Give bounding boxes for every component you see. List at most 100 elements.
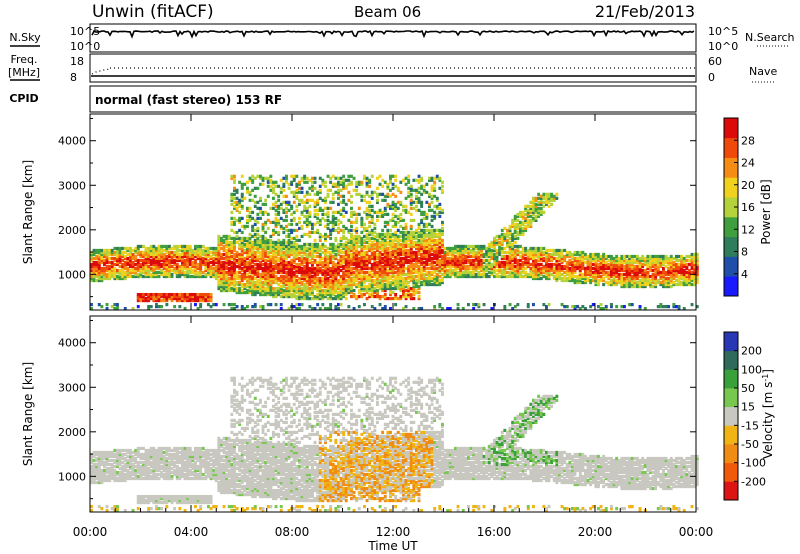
power-cell — [399, 276, 403, 281]
power-cell — [360, 254, 364, 259]
power-cell — [409, 184, 413, 188]
power-cell — [534, 264, 538, 269]
power-cell — [454, 254, 457, 259]
power-cell — [487, 266, 491, 271]
power-cell — [292, 288, 296, 293]
power-cell — [545, 272, 548, 277]
power-cell — [305, 262, 309, 267]
power-cell — [303, 252, 307, 257]
power-cell — [550, 266, 554, 271]
power-cell — [396, 274, 400, 279]
power-cell — [482, 274, 486, 279]
power-cell — [420, 176, 424, 180]
power-cell — [521, 214, 525, 218]
power-cell — [292, 264, 296, 269]
power-cell — [329, 270, 333, 275]
power-cell — [313, 248, 317, 253]
power-cell — [329, 282, 333, 287]
power-cell — [342, 246, 346, 251]
power-cell — [165, 292, 169, 297]
power-cell — [456, 307, 460, 311]
power-cell — [259, 292, 262, 297]
power-cell — [318, 252, 322, 257]
power-cell — [430, 246, 434, 251]
power-cell — [565, 260, 569, 265]
power-cell — [298, 190, 301, 194]
power-cell — [334, 296, 338, 301]
power-cell — [604, 262, 608, 267]
power-cell — [448, 272, 452, 277]
power-cell — [282, 276, 286, 281]
power-cell — [467, 302, 470, 307]
power-cell — [519, 232, 522, 237]
power-cell — [602, 262, 606, 267]
power-cell — [389, 206, 392, 210]
power-cell — [285, 256, 288, 261]
power-cell — [240, 276, 244, 281]
power-cell — [404, 266, 408, 271]
power-cell — [420, 256, 424, 261]
power-cell — [269, 290, 273, 295]
power-cell — [225, 266, 229, 271]
power-cell — [464, 246, 468, 251]
power-cell — [573, 256, 577, 261]
power-cell — [116, 260, 119, 265]
power-cell — [240, 186, 244, 190]
power-cell — [586, 270, 590, 275]
power-cell — [389, 264, 392, 269]
power-cell — [292, 260, 296, 265]
power-cell — [415, 280, 418, 285]
power-cell — [344, 280, 348, 285]
power-cell — [298, 252, 301, 257]
power-cell — [503, 264, 507, 269]
power-cell — [402, 294, 405, 299]
power-cell — [233, 220, 236, 225]
power-cell — [422, 238, 426, 243]
power-cell — [225, 270, 229, 275]
cpid-label: CPID — [9, 92, 38, 105]
power-cell — [292, 286, 296, 291]
power-cell — [337, 188, 340, 192]
power-cell — [602, 256, 606, 261]
power-cell — [214, 250, 218, 255]
power-cell — [248, 216, 252, 220]
power-cell — [493, 256, 496, 261]
power-cell — [305, 284, 309, 289]
power-cell — [116, 268, 119, 273]
power-cell — [578, 268, 582, 273]
power-cell — [298, 226, 301, 231]
power-cell — [428, 280, 431, 285]
power-cell — [443, 262, 447, 267]
power-cell — [90, 278, 93, 283]
power-cell — [243, 270, 247, 275]
power-cell — [95, 262, 99, 267]
power-cell — [243, 274, 247, 279]
power-cell — [240, 224, 244, 229]
power-cell — [508, 228, 512, 233]
power-cell — [451, 262, 455, 267]
power-cell — [188, 262, 192, 267]
power-cell — [532, 246, 535, 251]
power-cell — [295, 256, 299, 261]
power-cell — [430, 178, 434, 182]
power-cell — [316, 262, 320, 267]
power-cell — [435, 256, 439, 261]
power-cell — [360, 180, 364, 184]
power-cell — [290, 288, 294, 293]
power-cell — [545, 248, 548, 253]
power-cell — [272, 230, 275, 235]
power-cell — [313, 307, 317, 311]
power-cell — [602, 264, 606, 269]
power-cell — [147, 274, 151, 279]
power-cell — [508, 240, 512, 245]
power-cell — [407, 252, 411, 257]
power-cell — [422, 262, 426, 267]
power-cell — [386, 194, 390, 198]
power-cell — [277, 240, 281, 245]
power-cell — [487, 246, 491, 251]
power-cell — [220, 278, 223, 283]
power-cell — [155, 304, 158, 309]
power-cell — [532, 258, 535, 263]
power-cell — [415, 288, 418, 293]
power-cell — [266, 184, 270, 188]
